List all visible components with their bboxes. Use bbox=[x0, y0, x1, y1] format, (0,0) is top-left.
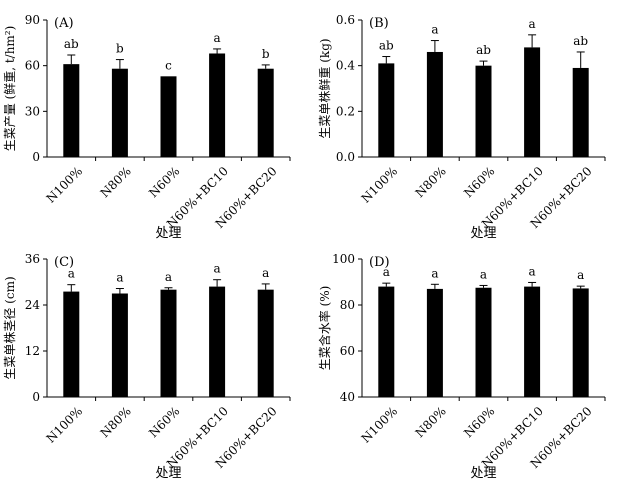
x-tick-label: N60% bbox=[146, 164, 182, 200]
x-tick-label: N100% bbox=[44, 164, 86, 206]
panel-label: (B) bbox=[369, 16, 389, 31]
significance-label: ab bbox=[64, 37, 79, 51]
y-axis-title: 生菜含水率 (%) bbox=[317, 286, 332, 371]
bar bbox=[209, 286, 226, 397]
significance-label: c bbox=[165, 58, 172, 72]
bar bbox=[63, 291, 80, 397]
significance-label: a bbox=[214, 262, 221, 276]
y-axis-title: 生菜单株鲜重 (kg) bbox=[317, 38, 332, 138]
significance-label: a bbox=[480, 267, 487, 281]
significance-label: a bbox=[383, 265, 390, 279]
x-tick-label: N100% bbox=[359, 404, 401, 446]
bar bbox=[160, 76, 177, 157]
bar bbox=[63, 64, 80, 157]
significance-label: b bbox=[116, 42, 124, 56]
bar bbox=[111, 68, 128, 157]
x-tick-label: N80% bbox=[413, 404, 449, 440]
x-axis-title: 处理 bbox=[470, 466, 496, 481]
significance-label: ab bbox=[379, 39, 394, 53]
y-tick-label: 30 bbox=[25, 104, 40, 118]
y-tick-label: 40 bbox=[340, 390, 355, 404]
y-tick-label: 60 bbox=[340, 344, 355, 358]
bar bbox=[426, 51, 443, 157]
y-tick-label: 100 bbox=[332, 252, 355, 266]
bar bbox=[475, 287, 492, 397]
bar bbox=[475, 65, 492, 157]
bar bbox=[160, 289, 177, 397]
bar bbox=[426, 288, 443, 397]
panel-label: (A) bbox=[54, 16, 74, 31]
significance-label: a bbox=[116, 271, 123, 285]
significance-label: a bbox=[68, 267, 75, 281]
significance-label: a bbox=[529, 17, 536, 31]
x-tick-label: N100% bbox=[359, 164, 401, 206]
bar bbox=[572, 67, 589, 157]
y-tick-label: 36 bbox=[25, 252, 40, 266]
x-axis-title: 处理 bbox=[155, 466, 181, 481]
chart-panel-4: 406080100aN100%aN80%aN60%aN60%+BC10aN60%… bbox=[317, 252, 606, 481]
bar bbox=[572, 288, 589, 397]
y-tick-label: 0 bbox=[32, 390, 40, 404]
x-tick-label: N60% bbox=[146, 404, 182, 440]
bar bbox=[257, 289, 274, 397]
significance-label: a bbox=[165, 270, 172, 284]
x-tick-label: N80% bbox=[98, 164, 134, 200]
bar bbox=[209, 53, 226, 157]
y-tick-label: 80 bbox=[340, 298, 355, 312]
significance-label: a bbox=[529, 264, 536, 278]
y-tick-label: 12 bbox=[25, 344, 40, 358]
significance-label: a bbox=[431, 23, 438, 37]
y-tick-label: 90 bbox=[25, 13, 40, 27]
y-tick-label: 0.0 bbox=[336, 150, 355, 164]
chart-panel-2: 0.00.20.40.6abN100%aN80%abN60%aN60%+BC10… bbox=[317, 13, 606, 241]
x-axis-title: 处理 bbox=[470, 226, 496, 241]
x-tick-label: N60% bbox=[461, 404, 497, 440]
y-axis-title: 生菜产量 (鲜重, t/hm²) bbox=[3, 26, 17, 152]
x-axis-title: 处理 bbox=[155, 226, 181, 241]
significance-label: ab bbox=[573, 34, 588, 48]
significance-label: ab bbox=[476, 43, 491, 57]
panel-label: (D) bbox=[369, 255, 390, 270]
bar bbox=[378, 286, 395, 397]
y-tick-label: 0.2 bbox=[336, 104, 355, 118]
bar bbox=[111, 293, 128, 397]
chart-panel-1: 0306090abN100%bN80%cN60%aN60%+BC10bN60%+… bbox=[3, 13, 291, 241]
y-tick-label: 0.6 bbox=[336, 13, 355, 27]
x-tick-label: N80% bbox=[413, 164, 449, 200]
bar bbox=[257, 68, 274, 157]
y-tick-label: 60 bbox=[25, 59, 40, 73]
y-tick-label: 0.4 bbox=[336, 59, 355, 73]
bar bbox=[524, 47, 541, 157]
x-tick-label: N60% bbox=[461, 164, 497, 200]
bar bbox=[524, 286, 541, 397]
chart-panel-3: 0122436aN100%aN80%aN60%aN60%+BC10aN60%+B… bbox=[2, 252, 291, 481]
panel-label: (C) bbox=[54, 255, 74, 270]
y-axis-title: 生菜单株茎径 (cm) bbox=[2, 276, 17, 379]
significance-label: b bbox=[262, 47, 270, 61]
significance-label: a bbox=[431, 266, 438, 280]
bar bbox=[378, 63, 395, 158]
y-tick-label: 0 bbox=[32, 150, 40, 164]
significance-label: a bbox=[577, 268, 584, 282]
x-tick-label: N100% bbox=[44, 404, 86, 446]
significance-label: a bbox=[262, 266, 269, 280]
significance-label: a bbox=[214, 31, 221, 45]
x-tick-label: N80% bbox=[98, 404, 134, 440]
y-tick-label: 24 bbox=[25, 298, 41, 312]
